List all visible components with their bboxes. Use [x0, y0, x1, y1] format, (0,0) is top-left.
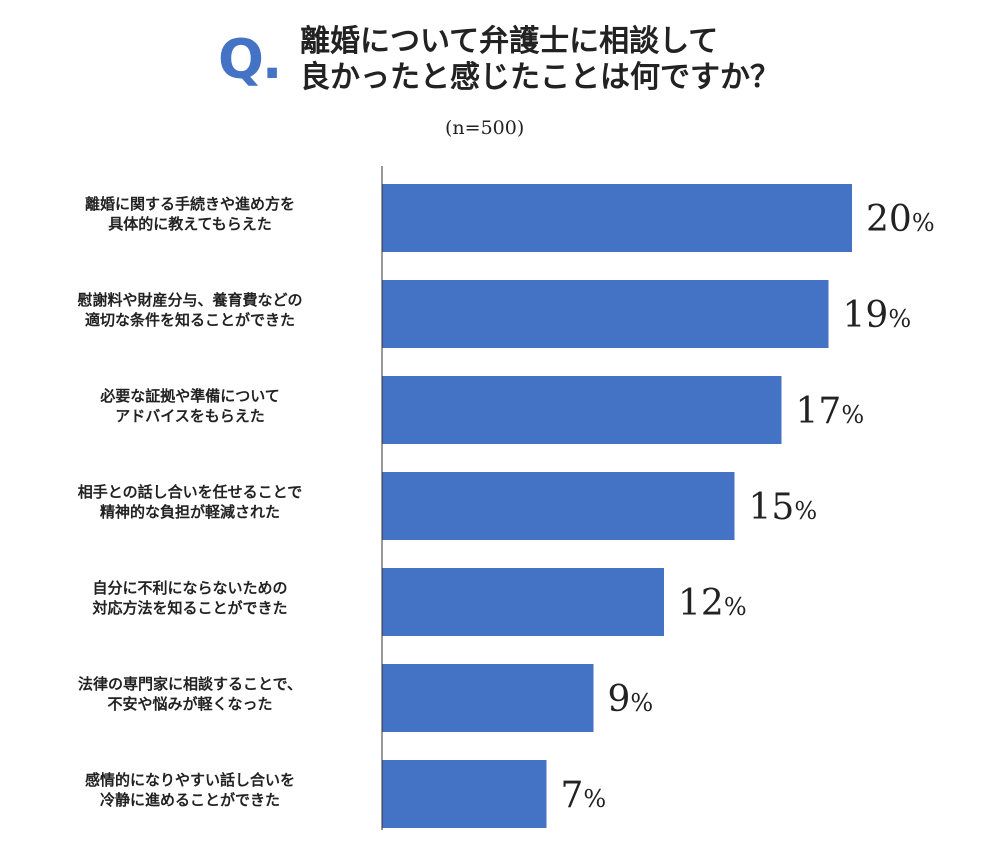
value-percent-sign-1: %	[912, 209, 935, 237]
value-number-5: 12	[678, 583, 724, 624]
bar-7	[382, 760, 547, 828]
category-label-4: 相手との話し合いを任せることで精神的な負担が軽減された	[78, 483, 302, 521]
category-label-2-line-2: 適切な条件を知ることができた	[85, 311, 295, 329]
question-dot: .	[261, 28, 282, 91]
category-label-6-line-1: 法律の専門家に相談することで、	[78, 675, 302, 693]
category-label-6-line-2: 不安や悩みが軽くなった	[107, 695, 272, 713]
bar-3	[382, 376, 782, 444]
chart-title-line-1: 離婚について弁護士に相談して	[300, 24, 719, 59]
question-letter: Q	[218, 28, 264, 91]
value-label-6: 9%	[608, 679, 654, 720]
category-label-3-line-2: アドバイスをもらえた	[115, 407, 265, 425]
value-label-3: 17%	[796, 391, 865, 432]
category-label-6: 法律の専門家に相談することで、不安や悩みが軽くなった	[78, 675, 302, 713]
category-label-3: 必要な証拠や準備についてアドバイスをもらえた	[99, 387, 280, 425]
category-label-3-line-1: 必要な証拠や準備について	[99, 387, 280, 405]
category-label-2-line-1: 慰謝料や財産分与、養育費などの	[77, 291, 302, 309]
value-percent-sign-4: %	[794, 497, 817, 525]
category-label-2: 慰謝料や財産分与、養育費などの適切な条件を知ることができた	[77, 291, 302, 329]
value-label-2: 19%	[843, 295, 912, 336]
value-percent-sign-5: %	[724, 593, 747, 621]
bar-1	[382, 184, 852, 252]
category-label-7: 感情的になりやすい話し合いを冷静に進めることができた	[85, 771, 295, 809]
value-percent-sign-2: %	[888, 305, 911, 333]
bar-6	[382, 664, 594, 732]
category-label-1: 離婚に関する手続きや進め方を具体的に教えてもらえた	[85, 195, 295, 233]
bar-5	[382, 568, 664, 636]
value-number-1: 20	[866, 199, 912, 240]
value-percent-sign-6: %	[630, 689, 653, 717]
value-label-4: 15%	[749, 487, 818, 528]
value-number-6: 9	[608, 679, 631, 720]
value-number-7: 7	[561, 775, 584, 816]
value-label-7: 7%	[561, 775, 607, 816]
value-label-5: 12%	[678, 583, 747, 624]
category-label-1-line-1: 離婚に関する手続きや進め方を	[85, 195, 295, 213]
value-number-2: 19	[843, 295, 889, 336]
value-label-1: 20%	[866, 199, 935, 240]
value-percent-sign-3: %	[841, 401, 864, 429]
bars-layer	[382, 184, 852, 828]
value-number-4: 15	[749, 487, 795, 528]
question-mark-logo: Q.	[218, 28, 282, 91]
category-label-5: 自分に不利にならないための対応方法を知ることができた	[91, 579, 287, 617]
category-label-1-line-2: 具体的に教えてもらえた	[108, 215, 272, 233]
bar-4	[382, 472, 735, 540]
value-labels-layer: 20%19%17%15%12%9%7%	[561, 199, 935, 816]
sample-size: (n=500)	[445, 117, 525, 139]
category-label-4-line-2: 精神的な負担が軽減された	[100, 503, 280, 521]
category-label-7-line-2: 冷静に進めることができた	[100, 791, 280, 809]
chart-title: 離婚について弁護士に相談して 良かったと感じたことは何ですか？	[300, 24, 900, 96]
category-label-4-line-1: 相手との話し合いを任せることで	[78, 483, 302, 501]
category-label-5-line-1: 自分に不利にならないための	[92, 579, 287, 597]
category-label-7-line-1: 感情的になりやすい話し合いを	[85, 771, 295, 789]
value-percent-sign-7: %	[583, 785, 606, 813]
value-number-3: 17	[796, 391, 842, 432]
bar-2	[382, 280, 829, 348]
category-label-5-line-2: 対応方法を知ることができた	[91, 599, 287, 617]
category-labels-layer: 離婚に関する手続きや進め方を具体的に教えてもらえた慰謝料や財産分与、養育費などの…	[77, 195, 302, 809]
chart-title-line-2: 良かったと感じたことは何ですか？	[300, 60, 780, 95]
chart-header: Q. 離婚について弁護士に相談して 良かったと感じたことは何ですか？ (n=50…	[0, 0, 1000, 140]
